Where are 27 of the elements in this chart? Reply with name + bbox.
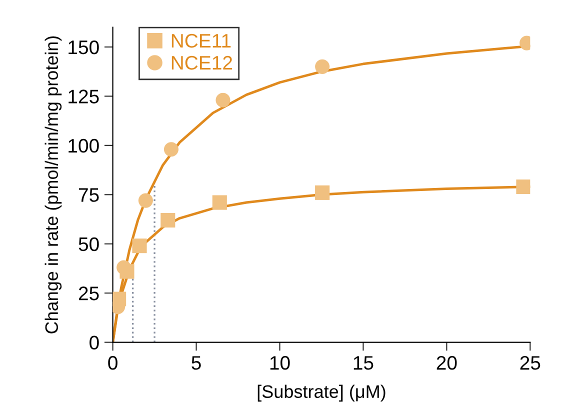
legend-label: NCE12 bbox=[172, 56, 232, 70]
x-tick-label: 15 bbox=[354, 356, 374, 370]
point bbox=[216, 92, 230, 108]
x-axis-title: [Substrate] (μM) bbox=[258, 384, 386, 402]
point bbox=[516, 179, 530, 194]
y-tick-label: 50 bbox=[78, 237, 99, 252]
x-tick-label: 10 bbox=[270, 356, 290, 370]
point bbox=[212, 195, 227, 210]
x-tick-label: 25 bbox=[520, 356, 540, 370]
point bbox=[138, 193, 153, 208]
x-tick-label: 20 bbox=[436, 356, 457, 370]
y-tick-label: 75 bbox=[78, 188, 99, 202]
point bbox=[315, 59, 330, 74]
point bbox=[116, 260, 132, 275]
point bbox=[164, 142, 179, 157]
x-tick-label: 5 bbox=[192, 356, 201, 370]
y-tick-label: 100 bbox=[68, 138, 99, 153]
point bbox=[160, 212, 176, 228]
y-tick-label: 150 bbox=[68, 40, 99, 54]
y-axis-title: Change in rate (pmol/min/mg protein) bbox=[44, 36, 62, 334]
point bbox=[315, 185, 330, 200]
legend-label: NCE11 bbox=[172, 34, 231, 48]
y-tick-label: 0 bbox=[90, 336, 99, 350]
x-tick-label: 0 bbox=[108, 356, 118, 370]
y-tick-label: 125 bbox=[68, 90, 99, 104]
y-tick-label: 25 bbox=[78, 286, 99, 300]
point bbox=[132, 238, 147, 254]
